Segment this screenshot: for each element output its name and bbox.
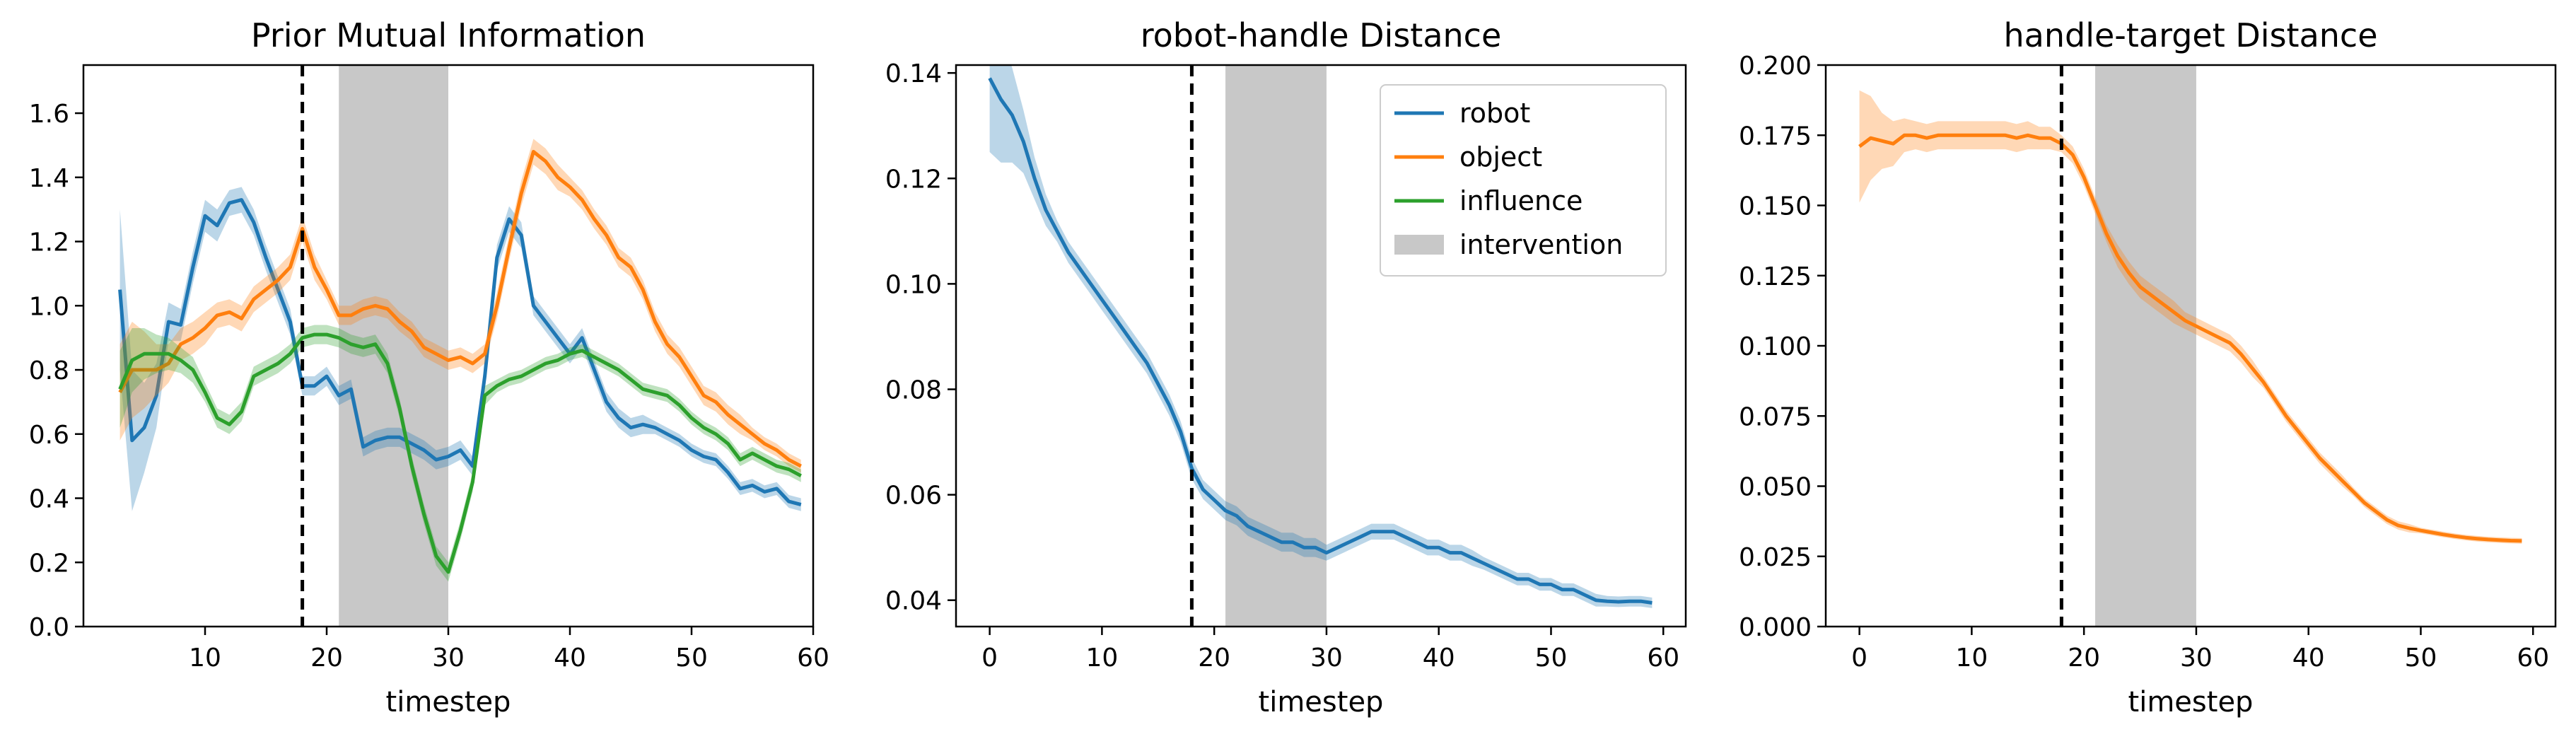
plot-area bbox=[988, 65, 1653, 627]
x-tick-label: 60 bbox=[1647, 644, 1679, 673]
x-tick-label: 40 bbox=[1423, 644, 1455, 673]
x-tick-label: 60 bbox=[2517, 644, 2549, 673]
series-band-robot bbox=[120, 187, 801, 511]
y-tick-label: 0.000 bbox=[1739, 613, 1812, 642]
x-tick-label: 10 bbox=[1085, 644, 1118, 673]
y-tick-label: 0.125 bbox=[1739, 262, 1812, 291]
series-band-object bbox=[120, 139, 801, 473]
plot-area bbox=[1858, 65, 2522, 627]
y-tick-label: 0.025 bbox=[1739, 543, 1812, 572]
series-line-influence bbox=[118, 332, 802, 574]
x-tick-label: 60 bbox=[797, 644, 829, 673]
x-tick-label: 10 bbox=[189, 644, 221, 673]
plot-area bbox=[118, 65, 802, 627]
y-tick-label: 0.8 bbox=[29, 356, 69, 385]
y-tick-label: 1.6 bbox=[29, 100, 69, 129]
y-tick-label: 1.4 bbox=[29, 164, 69, 193]
x-tick-label: 50 bbox=[675, 644, 708, 673]
x-tick-label: 20 bbox=[310, 644, 343, 673]
chart-panel-handle-target-distance: 0 10 20 30 40 50 60 0.000 0.025 0.050 0.075 0.100 0.… bbox=[1739, 16, 2557, 718]
legend-label-influence: influence bbox=[1459, 185, 1583, 216]
x-tick-label: 30 bbox=[2180, 644, 2213, 673]
y-tick-label: 1.2 bbox=[29, 228, 69, 257]
panel-title: robot-handle Distance bbox=[1141, 16, 1502, 54]
y-tick-label: 0.14 bbox=[885, 59, 942, 88]
y-tick-label: 0.0 bbox=[29, 613, 69, 642]
y-tick-label: 0.050 bbox=[1739, 473, 1812, 502]
series-line-robot bbox=[988, 77, 1653, 605]
y-tick-label: 0.075 bbox=[1739, 402, 1812, 431]
chart-panel-prior-mutual-information: 10 20 30 40 50 60 0.0 0.2 0.4 0.6 0.8 1.0 1.2 1.4 1.6 P… bbox=[29, 16, 829, 718]
y-tick-label: 0.6 bbox=[29, 421, 69, 450]
series-line-object bbox=[118, 150, 802, 468]
y-tick-label: 1.0 bbox=[29, 292, 69, 321]
x-tick-label: 20 bbox=[2068, 644, 2100, 673]
x-axis-label: timestep bbox=[1259, 686, 1384, 718]
series-band-object bbox=[1859, 90, 2522, 544]
x-tick-label: 30 bbox=[432, 644, 465, 673]
x-tick-label: 40 bbox=[2292, 644, 2325, 673]
y-tick-label: 0.175 bbox=[1739, 122, 1812, 151]
legend-swatch-intervention bbox=[1394, 235, 1444, 255]
y-tick-label: 0.12 bbox=[885, 165, 942, 194]
y-tick-label: 0.100 bbox=[1739, 332, 1812, 361]
chart-panel-robot-handle-distance: 0 10 20 30 40 50 60 0.04 0.06 0.08 0.10 0.12 0.14 rob… bbox=[885, 16, 1687, 718]
x-tick-label: 20 bbox=[1198, 644, 1230, 673]
panel-title: handle-target Distance bbox=[2004, 16, 2378, 54]
legend-label-object: object bbox=[1459, 141, 1542, 173]
series-line-object bbox=[1858, 133, 2522, 543]
y-tick-label: 0.4 bbox=[29, 485, 69, 514]
legend: robot object influence intervention bbox=[1380, 84, 1667, 277]
y-tick-label: 0.06 bbox=[885, 482, 942, 511]
legend-label-intervention: intervention bbox=[1459, 229, 1623, 260]
intervention-span bbox=[2095, 65, 2196, 627]
y-tick-label: 0.200 bbox=[1739, 52, 1812, 81]
x-axis-label: timestep bbox=[2128, 686, 2254, 718]
x-tick-label: 50 bbox=[1535, 644, 1568, 673]
series-line-robot bbox=[118, 198, 802, 507]
panel-title: Prior Mutual Information bbox=[251, 16, 646, 54]
y-tick-label: 0.04 bbox=[885, 587, 942, 616]
x-tick-label: 10 bbox=[1955, 644, 1988, 673]
series-band-robot bbox=[989, 65, 1653, 608]
x-tick-label: 30 bbox=[1310, 644, 1343, 673]
y-tick-label: 0.10 bbox=[885, 270, 942, 299]
y-tick-label: 0.2 bbox=[29, 549, 69, 578]
x-axis-label: timestep bbox=[386, 686, 511, 718]
x-tick-label: 0 bbox=[1851, 644, 1867, 673]
y-tick-label: 0.150 bbox=[1739, 192, 1812, 221]
legend-box bbox=[1380, 84, 1667, 277]
axes-frame bbox=[955, 64, 1687, 628]
legend-label-robot: robot bbox=[1459, 98, 1530, 129]
x-tick-label: 0 bbox=[981, 644, 998, 673]
intervention-span bbox=[1225, 65, 1327, 627]
x-tick-label: 40 bbox=[554, 644, 586, 673]
x-tick-label: 50 bbox=[2405, 644, 2437, 673]
y-tick-label: 0.08 bbox=[885, 376, 942, 405]
